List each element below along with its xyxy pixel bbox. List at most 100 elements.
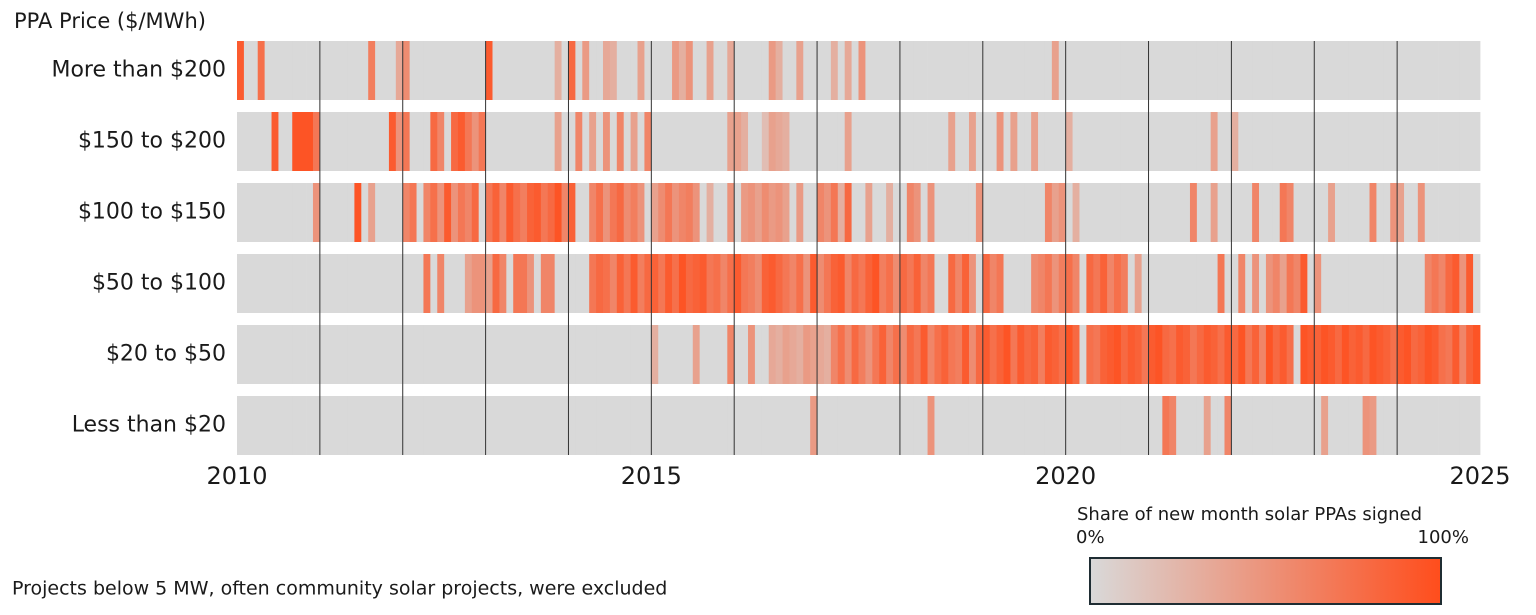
cell bbox=[920, 183, 928, 242]
cell bbox=[1017, 41, 1025, 100]
cell bbox=[1272, 254, 1281, 313]
cell bbox=[796, 41, 804, 100]
cell bbox=[1473, 325, 1481, 384]
cell bbox=[1058, 254, 1067, 313]
cell bbox=[623, 112, 632, 171]
cell bbox=[706, 396, 714, 455]
cell bbox=[699, 396, 707, 455]
cell bbox=[637, 183, 645, 242]
cell bbox=[1093, 396, 1101, 455]
cell bbox=[492, 183, 500, 242]
cell bbox=[1155, 325, 1163, 384]
cell bbox=[582, 325, 590, 384]
cell bbox=[492, 254, 500, 313]
cell bbox=[1431, 112, 1439, 171]
cell bbox=[402, 254, 411, 313]
cell bbox=[1141, 325, 1149, 384]
cell bbox=[720, 183, 728, 242]
cell bbox=[409, 41, 417, 100]
cell bbox=[989, 254, 998, 313]
cell bbox=[506, 325, 514, 384]
cell bbox=[485, 41, 493, 100]
cell bbox=[1334, 396, 1343, 455]
cell bbox=[1065, 325, 1073, 384]
cell bbox=[989, 183, 998, 242]
cell bbox=[1348, 183, 1357, 242]
cell bbox=[1307, 112, 1315, 171]
cell bbox=[1100, 325, 1108, 384]
cell bbox=[768, 325, 777, 384]
cell bbox=[464, 41, 473, 100]
cell bbox=[527, 254, 535, 313]
cell bbox=[243, 325, 252, 384]
cell bbox=[388, 41, 397, 100]
cell bbox=[1424, 41, 1433, 100]
cell bbox=[975, 112, 984, 171]
cell bbox=[257, 41, 266, 100]
cell bbox=[271, 112, 279, 171]
cell bbox=[540, 41, 549, 100]
cell bbox=[1231, 396, 1239, 455]
cell bbox=[872, 325, 880, 384]
cell bbox=[430, 396, 438, 455]
cell bbox=[423, 396, 431, 455]
cell bbox=[451, 254, 459, 313]
row-label: $150 to $200 bbox=[78, 129, 226, 154]
cell bbox=[596, 112, 604, 171]
cell bbox=[955, 112, 963, 171]
cell bbox=[292, 112, 300, 171]
cell bbox=[830, 112, 839, 171]
cell bbox=[333, 325, 341, 384]
cell bbox=[326, 183, 335, 242]
cell bbox=[1321, 41, 1329, 100]
cell bbox=[423, 112, 431, 171]
cell bbox=[817, 254, 825, 313]
cell bbox=[1300, 41, 1308, 100]
cell bbox=[1383, 254, 1391, 313]
cell bbox=[1072, 41, 1080, 100]
cell bbox=[782, 112, 790, 171]
row-label: $100 to $150 bbox=[78, 200, 226, 225]
cell bbox=[1189, 254, 1198, 313]
cell bbox=[306, 112, 314, 171]
cell bbox=[1024, 254, 1032, 313]
cell bbox=[485, 254, 493, 313]
cell bbox=[1058, 41, 1067, 100]
cell bbox=[416, 41, 424, 100]
cell bbox=[547, 254, 556, 313]
cell bbox=[333, 41, 341, 100]
cell bbox=[609, 183, 618, 242]
cell bbox=[817, 325, 825, 384]
cell bbox=[761, 112, 770, 171]
cell bbox=[492, 396, 500, 455]
cell bbox=[1072, 325, 1080, 384]
cell bbox=[1245, 254, 1253, 313]
cell bbox=[1265, 254, 1274, 313]
row-label: $20 to $50 bbox=[106, 342, 226, 367]
cell bbox=[609, 325, 618, 384]
cell bbox=[920, 396, 928, 455]
cell bbox=[823, 183, 832, 242]
cell bbox=[1120, 112, 1129, 171]
cell bbox=[899, 254, 908, 313]
cell bbox=[1044, 41, 1053, 100]
cell bbox=[1300, 396, 1308, 455]
cell bbox=[623, 41, 632, 100]
cell bbox=[402, 325, 411, 384]
cell bbox=[982, 41, 991, 100]
cell bbox=[830, 41, 839, 100]
cell bbox=[658, 112, 666, 171]
cell bbox=[1245, 396, 1253, 455]
cell bbox=[1445, 325, 1453, 384]
cell bbox=[810, 396, 818, 455]
cell bbox=[913, 325, 922, 384]
cell bbox=[582, 396, 590, 455]
cell bbox=[1417, 396, 1426, 455]
cell bbox=[706, 41, 714, 100]
cell bbox=[899, 112, 908, 171]
cell bbox=[913, 112, 922, 171]
cell bbox=[1466, 41, 1474, 100]
cell bbox=[1127, 396, 1136, 455]
cell bbox=[1183, 325, 1191, 384]
cell bbox=[243, 396, 252, 455]
